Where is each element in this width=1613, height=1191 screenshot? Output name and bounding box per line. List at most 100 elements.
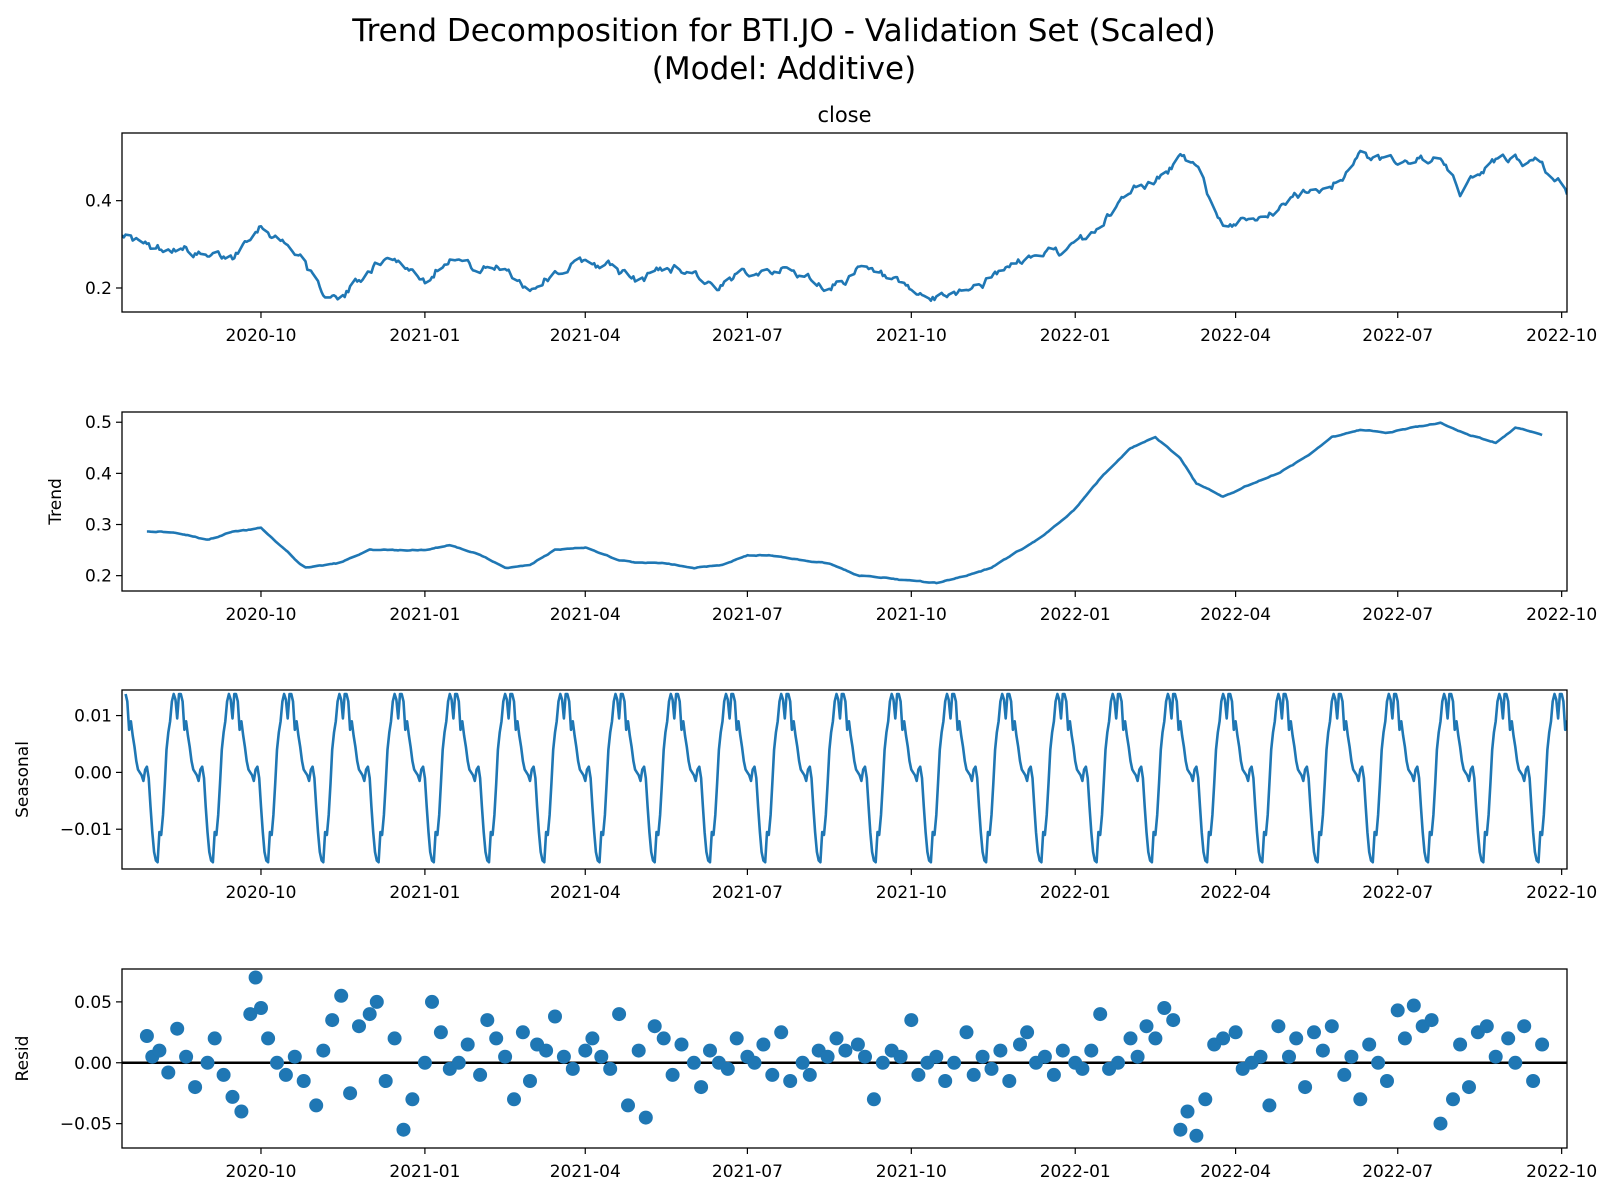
resid-point [207, 1031, 222, 1046]
resid-point [343, 1086, 358, 1101]
resid-point [603, 1061, 618, 1076]
resid-point [460, 1037, 475, 1052]
plot-area [122, 970, 1567, 1143]
resid-point [261, 1031, 276, 1046]
x-tick-label: 2021-07 [712, 326, 783, 346]
resid-point [425, 994, 439, 1009]
resid-point [1173, 1122, 1188, 1137]
resid-point [1157, 1001, 1172, 1015]
resid-point [1180, 1104, 1195, 1119]
resid-point [1262, 1098, 1277, 1113]
resid-point [959, 1025, 974, 1040]
resid-point [170, 1021, 185, 1036]
x-tick-label: 2021-07 [712, 605, 783, 625]
x-tick-label: 2021-04 [550, 1162, 621, 1182]
resid-point [621, 1098, 635, 1113]
resid-point [1424, 1013, 1439, 1028]
resid-point [161, 1065, 176, 1080]
panel-1: 0.2 0.4 2020-10 2021-01 2021-04 2021-07 2021-1… [85, 103, 1597, 346]
resid-point [783, 1074, 798, 1088]
resid-point [838, 1043, 853, 1058]
resid-point [1020, 1025, 1035, 1040]
resid-point [248, 970, 263, 985]
y-tick-label: −0.01 [60, 820, 112, 840]
resid-point [904, 1013, 919, 1028]
figure-title-line2: (Model: Additive) [652, 51, 916, 87]
resid-point [1433, 1116, 1448, 1131]
resid-point [480, 1013, 495, 1028]
resid-point [225, 1089, 240, 1104]
resid-point [774, 1025, 789, 1040]
resid-point [938, 1074, 953, 1088]
resid-point [216, 1067, 231, 1082]
resid-point [188, 1080, 203, 1095]
resid-point [1298, 1080, 1313, 1095]
resid-point [139, 1029, 154, 1043]
resid-point [1289, 1031, 1304, 1046]
resid-point [473, 1067, 488, 1082]
resid-point [802, 1067, 817, 1082]
y-tick-label: 0.00 [74, 1054, 112, 1074]
y-tick-label: 0.2 [85, 279, 112, 299]
y-axis-label: Trend [46, 478, 66, 526]
resid-point [334, 988, 349, 1003]
x-tick-label: 2021-04 [550, 605, 621, 625]
resid-point [866, 1092, 881, 1107]
resid-point [396, 1122, 411, 1137]
resid-point [747, 1055, 762, 1070]
resid-point [309, 1098, 324, 1113]
resid-point [578, 1043, 593, 1058]
resid-point [594, 1049, 609, 1064]
resid-point [200, 1055, 215, 1070]
x-tick-label: 2021-01 [389, 326, 460, 346]
x-tick-label: 2021-10 [876, 326, 947, 346]
x-tick-label: 2022-07 [1362, 605, 1433, 625]
resid-point [1282, 1049, 1296, 1064]
resid-point [585, 1031, 600, 1046]
resid-point [369, 994, 384, 1009]
resid-point [1501, 1031, 1516, 1046]
panels: 0.2 0.4 2020-10 2021-01 2021-04 2021-07 2021-1… [13, 103, 1597, 1182]
resid-point [686, 1055, 701, 1070]
x-tick-label: 2022-07 [1362, 1162, 1433, 1182]
x-tick-label: 2021-01 [389, 1162, 460, 1182]
resid-point [893, 1049, 908, 1064]
resid-point [378, 1074, 393, 1088]
resid-point [1271, 1019, 1286, 1034]
resid-point [1084, 1043, 1099, 1058]
resid-point [765, 1067, 780, 1082]
resid-point [1517, 1019, 1532, 1034]
resid-point [1148, 1031, 1163, 1046]
x-tick-label: 2022-04 [1200, 326, 1271, 346]
resid-point [674, 1037, 689, 1052]
resid-point [975, 1049, 990, 1064]
resid-point [417, 1055, 432, 1070]
y-axis-label: Resid [13, 1036, 33, 1082]
resid-point [1479, 1019, 1494, 1034]
resid-point [1462, 1080, 1476, 1095]
x-tick-label: 2021-04 [550, 326, 621, 346]
resid-point [1380, 1074, 1394, 1088]
resid-point [850, 1037, 865, 1052]
resid-point [665, 1067, 680, 1082]
y-tick-label: 0.2 [85, 567, 112, 587]
resid-point [631, 1043, 646, 1058]
y-tick-label: 0.05 [74, 993, 112, 1013]
axes-frame [121, 968, 1568, 1149]
resid-point [1344, 1049, 1359, 1064]
resid-point [875, 1055, 890, 1070]
resid-point [515, 1025, 530, 1040]
x-tick-label: 2022-07 [1362, 326, 1433, 346]
resid-point [829, 1031, 844, 1046]
resid-point [296, 1074, 311, 1088]
x-tick-label: 2021-07 [712, 1162, 783, 1182]
panel-3: −0.01 0.00 0.01 2020-10 2021-01 2021-04 2021-0… [13, 689, 1597, 903]
x-tick-label: 2022-10 [1526, 605, 1597, 625]
resid-point [966, 1067, 981, 1082]
y-axis-label: Seasonal [13, 741, 33, 818]
resid-point [993, 1043, 1008, 1058]
resid-point [1315, 1043, 1330, 1058]
resid-point [254, 1001, 268, 1015]
x-tick-label: 2021-10 [876, 1162, 947, 1182]
